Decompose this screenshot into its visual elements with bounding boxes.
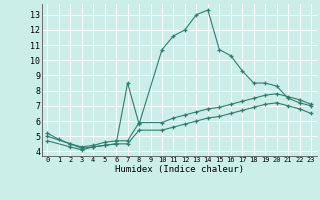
X-axis label: Humidex (Indice chaleur): Humidex (Indice chaleur) [115,165,244,174]
